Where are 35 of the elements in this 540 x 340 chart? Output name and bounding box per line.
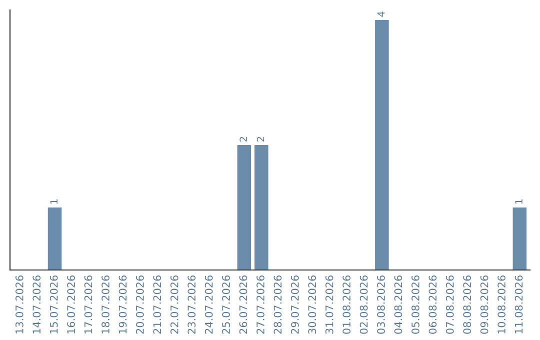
data-label: 2 — [256, 137, 264, 142]
x-tick-label: 08.08.2026 — [463, 276, 472, 334]
x-tick-label: 14.07.2026 — [32, 276, 41, 334]
x-tick-label: 29.07.2026 — [290, 276, 299, 334]
x-tick-label: 31.07.2026 — [325, 276, 334, 334]
x-tick-label: 17.07.2026 — [84, 276, 92, 334]
data-label: 4 — [378, 12, 385, 17]
x-tick-label: 23.07.2026 — [188, 276, 196, 334]
data-label: 2 — [240, 137, 247, 142]
x-tick-label: 04.08.2026 — [394, 276, 402, 334]
x-tick-label: 15.07.2026 — [50, 276, 58, 334]
data-label: 1 — [515, 199, 522, 204]
x-tick-label: 30.07.2026 — [308, 276, 316, 334]
x-tick-label: 18.07.2026 — [102, 276, 110, 334]
x-tick-label: 21.07.2026 — [153, 276, 162, 334]
x-tick-label: 03.08.2026 — [377, 276, 385, 334]
x-tick-label: 25.07.2026 — [222, 276, 230, 334]
x-tick-label: 20.07.2026 — [136, 276, 144, 334]
x-tick-label: 07.08.2026 — [446, 276, 454, 334]
x-tick-label: 02.08.2026 — [360, 276, 368, 334]
x-tick-label: 24.07.2026 — [204, 276, 213, 334]
x-tick-label: 11.08.2026 — [514, 276, 523, 334]
x-tick-label: 09.08.2026 — [480, 276, 488, 334]
x-tick-label: 10.08.2026 — [498, 276, 506, 334]
x-tick-label: 19.07.2026 — [118, 276, 127, 334]
x-tick-label: 13.07.2026 — [15, 276, 24, 334]
x-tick-label: 16.07.2026 — [67, 276, 76, 334]
x-tick-label: 01.08.2026 — [342, 276, 351, 334]
x-tick-label: 06.08.2026 — [428, 276, 437, 334]
x-tick-label: 05.08.2026 — [412, 276, 420, 334]
x-tick-label: 27.07.2026 — [256, 276, 264, 334]
data-label: 1 — [50, 199, 58, 204]
x-tick-label: 26.07.2026 — [239, 276, 248, 334]
x-tick-label: 28.07.2026 — [274, 276, 282, 334]
x-tick-label: 22.07.2026 — [170, 276, 178, 334]
